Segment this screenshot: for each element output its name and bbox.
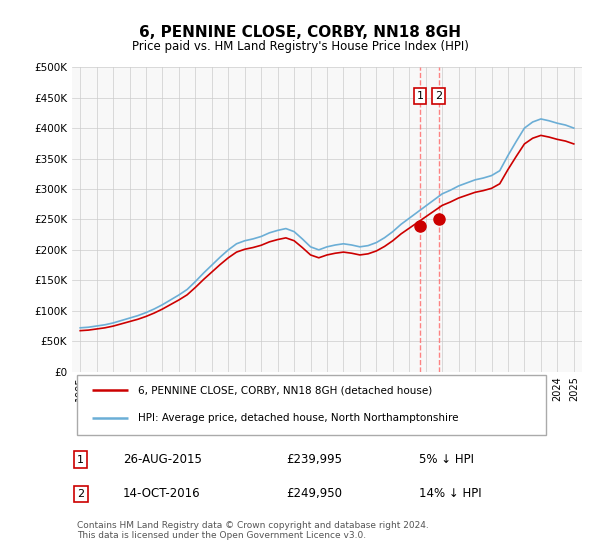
Text: 1: 1	[77, 455, 84, 465]
Text: 6, PENNINE CLOSE, CORBY, NN18 8GH (detached house): 6, PENNINE CLOSE, CORBY, NN18 8GH (detac…	[139, 385, 433, 395]
Text: £239,995: £239,995	[286, 453, 342, 466]
Text: 14% ↓ HPI: 14% ↓ HPI	[419, 487, 481, 501]
Text: 2: 2	[435, 91, 442, 101]
Text: HPI: Average price, detached house, North Northamptonshire: HPI: Average price, detached house, Nort…	[139, 413, 459, 423]
Text: 5% ↓ HPI: 5% ↓ HPI	[419, 453, 474, 466]
Text: Price paid vs. HM Land Registry's House Price Index (HPI): Price paid vs. HM Land Registry's House …	[131, 40, 469, 53]
Text: 2: 2	[77, 489, 84, 499]
Text: 26-AUG-2015: 26-AUG-2015	[123, 453, 202, 466]
Text: 6, PENNINE CLOSE, CORBY, NN18 8GH: 6, PENNINE CLOSE, CORBY, NN18 8GH	[139, 25, 461, 40]
Text: 1: 1	[416, 91, 424, 101]
Text: £249,950: £249,950	[286, 487, 342, 501]
Text: 14-OCT-2016: 14-OCT-2016	[123, 487, 200, 501]
FancyBboxPatch shape	[77, 375, 546, 435]
Text: Contains HM Land Registry data © Crown copyright and database right 2024.
This d: Contains HM Land Registry data © Crown c…	[77, 521, 429, 540]
